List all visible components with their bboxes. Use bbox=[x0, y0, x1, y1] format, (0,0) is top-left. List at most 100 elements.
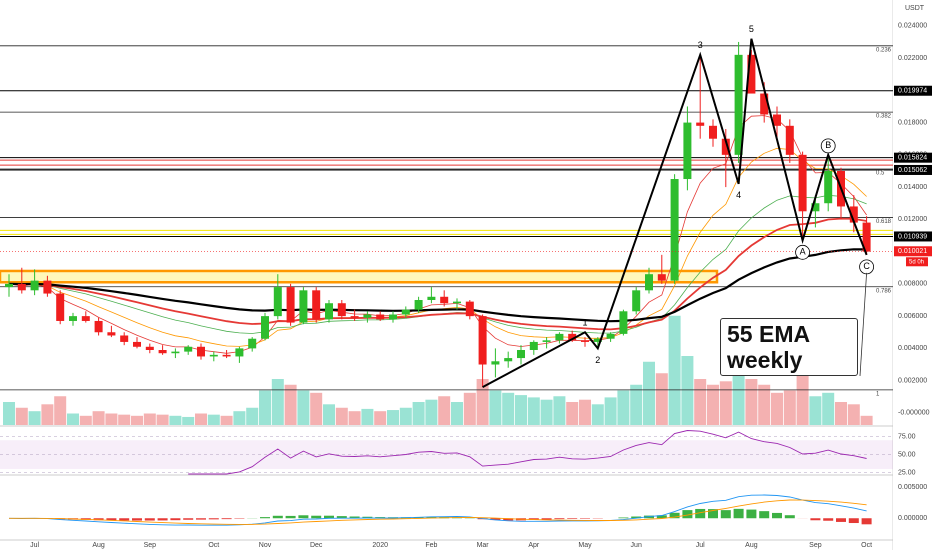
last-price-label: 0.010021 bbox=[898, 248, 927, 255]
candle-body bbox=[401, 309, 410, 315]
candle-body bbox=[670, 179, 679, 281]
volume-bar bbox=[579, 399, 591, 425]
x-tick-label: 2020 bbox=[372, 542, 388, 549]
wave-label: 4 bbox=[736, 190, 741, 200]
candle-body bbox=[222, 354, 231, 357]
macd-hist bbox=[490, 518, 501, 521]
volume-bar bbox=[489, 390, 502, 425]
macd-hist bbox=[93, 518, 104, 521]
volume-bar bbox=[771, 392, 783, 425]
wave-label: 1 bbox=[582, 318, 587, 328]
candle-body bbox=[491, 361, 500, 365]
volume-bar bbox=[374, 411, 387, 425]
x-tick-label: Oct bbox=[861, 542, 872, 549]
candle-body bbox=[517, 350, 525, 359]
price-label-box bbox=[894, 231, 932, 242]
volume-bar bbox=[220, 415, 233, 425]
volume-bar bbox=[310, 392, 323, 425]
candle-body bbox=[619, 311, 628, 334]
macd-hist bbox=[183, 518, 194, 520]
macd-hist bbox=[298, 515, 309, 519]
candle-body bbox=[747, 54, 756, 94]
macd-hist bbox=[362, 516, 373, 519]
macd-hist bbox=[682, 510, 693, 519]
candle-body bbox=[325, 303, 333, 320]
candle-body bbox=[696, 122, 705, 126]
macd-hist bbox=[157, 518, 168, 521]
volume-bar bbox=[502, 392, 515, 425]
candle-body bbox=[849, 206, 858, 223]
volume-bar bbox=[387, 410, 399, 425]
macd-hist bbox=[170, 518, 181, 521]
candle-body bbox=[120, 335, 129, 342]
volume-bar bbox=[527, 397, 540, 425]
volume-bar bbox=[92, 411, 105, 425]
macd-hist bbox=[836, 518, 846, 522]
candle-body bbox=[56, 293, 65, 321]
x-tick-label: Oct bbox=[208, 542, 219, 549]
volume-bar bbox=[476, 379, 489, 425]
candle-body bbox=[337, 303, 346, 317]
wave-label: A bbox=[800, 247, 806, 257]
volume-bar bbox=[246, 407, 259, 425]
countdown: 5d 0h bbox=[909, 259, 924, 265]
volume-bar bbox=[156, 414, 169, 425]
y-tick-label: 0.006000 bbox=[898, 313, 927, 320]
x-tick-label: Nov bbox=[259, 542, 272, 549]
macd-hist bbox=[669, 512, 680, 519]
volume-bar bbox=[297, 390, 310, 425]
volume-bar bbox=[707, 384, 719, 425]
fib-label: 0.382 bbox=[876, 114, 892, 120]
macd-hist bbox=[119, 518, 130, 521]
volume-bar bbox=[758, 384, 771, 425]
price-label-box bbox=[894, 164, 932, 175]
macd-hist bbox=[848, 518, 859, 524]
macd-hist bbox=[708, 509, 718, 519]
volume-bar bbox=[860, 415, 873, 425]
candle-body bbox=[107, 332, 116, 336]
candle-body bbox=[235, 348, 244, 357]
x-tick-label: Jun bbox=[631, 542, 642, 549]
volume-bar bbox=[399, 407, 412, 425]
candle-body bbox=[145, 346, 154, 350]
y-tick-label: 0.018000 bbox=[898, 119, 927, 126]
candle-body bbox=[133, 341, 141, 347]
macd-hist bbox=[554, 518, 565, 520]
candle-body bbox=[453, 301, 461, 304]
macd-hist bbox=[196, 518, 206, 520]
volume-bar bbox=[425, 399, 438, 425]
macd-hist bbox=[426, 516, 437, 519]
volume-bar bbox=[438, 396, 451, 425]
candle-body bbox=[299, 290, 308, 323]
volume-bar bbox=[41, 404, 54, 425]
macd-hist bbox=[733, 508, 744, 519]
volume-bar bbox=[67, 413, 79, 425]
candle-body bbox=[69, 316, 77, 321]
fib-label: 0.786 bbox=[876, 288, 892, 294]
rsi-tick-label: 50.00 bbox=[898, 451, 916, 458]
macd-hist bbox=[324, 515, 334, 519]
candle-body bbox=[248, 338, 257, 349]
macd-hist bbox=[784, 515, 795, 519]
candle-body bbox=[721, 138, 730, 155]
candle-body bbox=[171, 351, 180, 354]
macd-hist bbox=[144, 518, 155, 521]
candle-body bbox=[286, 287, 295, 323]
volume-bar bbox=[630, 384, 643, 425]
y-tick-label: 0.022000 bbox=[898, 55, 927, 62]
x-tick-label: Aug bbox=[92, 542, 105, 549]
macd-hist bbox=[567, 518, 578, 519]
macd-line bbox=[8, 494, 867, 526]
wave-label: 2 bbox=[595, 355, 600, 365]
volume-bar bbox=[28, 411, 41, 425]
macd-hist bbox=[746, 509, 757, 519]
volume-bar bbox=[118, 414, 131, 425]
candle-body bbox=[773, 114, 781, 126]
wave-label: B bbox=[825, 140, 831, 150]
volume-bar bbox=[233, 411, 246, 425]
price-scale bbox=[893, 0, 932, 550]
x-tick-label: May bbox=[578, 542, 592, 549]
rsi-tick-label: 75.00 bbox=[898, 433, 916, 440]
